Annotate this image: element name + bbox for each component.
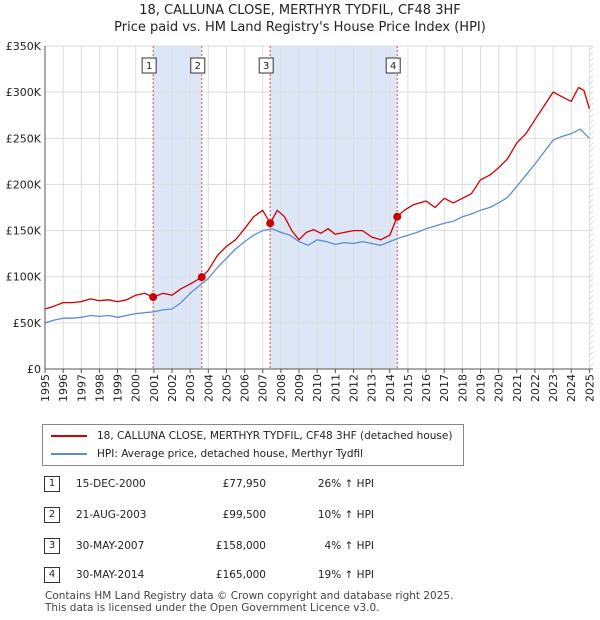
sale-marker-box xyxy=(190,57,206,74)
shaded-period xyxy=(153,46,202,369)
legend-price-label: 18, CALLUNA CLOSE, MERTHYR TYDFIL, CF48 … xyxy=(97,430,453,442)
sale-point xyxy=(393,212,402,221)
sale-date: 30-MAY-2007 xyxy=(76,540,145,552)
sale-hpi-change: 26% ↑ HPI xyxy=(317,478,374,490)
x-tick-label: 1999 xyxy=(112,374,125,402)
sale-row: 1 15-DEC-2000 £77,950 26% ↑ HPI xyxy=(42,476,374,492)
sale-date: 15-DEC-2000 xyxy=(76,478,146,490)
x-tick-label: 2005 xyxy=(220,374,233,402)
legend: 18, CALLUNA CLOSE, MERTHYR TYDFIL, CF48 … xyxy=(42,424,464,466)
shaded-period xyxy=(270,46,398,369)
x-tick-label: 2017 xyxy=(438,374,451,402)
legend-item-price: 18, CALLUNA CLOSE, MERTHYR TYDFIL, CF48 … xyxy=(51,428,452,444)
sale-date: 21-AUG-2003 xyxy=(76,509,147,521)
sale-marker-box xyxy=(385,57,401,74)
future-region xyxy=(589,46,593,369)
sale-marker-box xyxy=(141,57,157,74)
y-tick-label: £100K xyxy=(6,271,42,284)
sale-row: 4 30-MAY-2014 £165,000 19% ↑ HPI xyxy=(42,567,374,583)
legend-item-hpi: HPI: Average price, detached house, Mert… xyxy=(51,446,363,462)
x-tick-label: 2002 xyxy=(166,374,179,402)
x-tick-label: 2022 xyxy=(529,374,542,402)
sale-marker-label: 3 xyxy=(263,61,269,72)
hpi-line xyxy=(44,128,590,324)
sale-marker-box xyxy=(258,57,274,74)
y-tick-label: £300K xyxy=(6,86,42,99)
sale-point xyxy=(197,273,206,282)
sale-hpi-change: 19% ↑ HPI xyxy=(317,569,374,581)
sale-point xyxy=(266,219,275,228)
x-tick-label: 1995 xyxy=(39,374,52,402)
sale-price: £165,000 xyxy=(215,569,266,581)
x-tick-label: 2012 xyxy=(347,374,360,402)
x-tick-label: 2016 xyxy=(420,374,433,402)
chart-title: 18, CALLUNA CLOSE, MERTHYR TYDFIL, CF48 … xyxy=(0,2,600,36)
sale-number: 1 xyxy=(44,476,60,492)
x-tick-label: 2020 xyxy=(493,374,506,402)
sale-number: 3 xyxy=(44,538,60,554)
y-tick-label: £250K xyxy=(6,132,42,145)
x-tick-label: 2024 xyxy=(565,374,578,402)
x-tick-label: 2023 xyxy=(547,374,560,402)
title-line-2: Price paid vs. HM Land Registry's House … xyxy=(114,20,486,35)
y-tick-label: £200K xyxy=(6,178,42,191)
x-tick-label: 2025 xyxy=(583,374,596,402)
sale-date: 30-MAY-2014 xyxy=(76,569,145,581)
x-tick-label: 2018 xyxy=(456,374,469,402)
x-tick-label: 1998 xyxy=(93,374,106,402)
x-tick-label: 2006 xyxy=(239,374,252,402)
sale-row: 2 21-AUG-2003 £99,500 10% ↑ HPI xyxy=(42,507,374,523)
y-tick-label: £0 xyxy=(27,363,41,376)
sale-row: 3 30-MAY-2007 £158,000 4% ↑ HPI xyxy=(42,538,374,554)
footer-line-2: This data is licensed under the Open Gov… xyxy=(45,602,380,614)
title-line-1: 18, CALLUNA CLOSE, MERTHYR TYDFIL, CF48 … xyxy=(139,3,461,18)
sale-number: 4 xyxy=(44,567,60,583)
y-tick-label: £150K xyxy=(6,225,42,238)
sale-hpi-change: 10% ↑ HPI xyxy=(317,509,374,521)
legend-hpi-label: HPI: Average price, detached house, Mert… xyxy=(97,448,364,460)
x-tick-label: 2010 xyxy=(311,374,324,402)
sale-marker-label: 1 xyxy=(146,61,152,72)
sale-marker-label: 2 xyxy=(195,61,201,72)
sale-number: 2 xyxy=(44,507,60,523)
sale-price: £158,000 xyxy=(215,540,266,552)
x-tick-label: 2007 xyxy=(257,374,270,402)
x-tick-label: 2001 xyxy=(148,374,161,402)
x-tick-label: 2019 xyxy=(474,374,487,402)
x-tick-label: 2003 xyxy=(184,374,197,402)
x-tick-label: 2015 xyxy=(402,374,415,402)
footer-line-1: Contains HM Land Registry data © Crown c… xyxy=(45,590,454,602)
footer: Contains HM Land Registry data © Crown c… xyxy=(45,590,453,614)
sale-hpi-change: 4% ↑ HPI xyxy=(324,540,374,552)
chart-svg: £0 £50K £100K £150K £200K £250K £300K £350K 1995… xyxy=(6,40,597,402)
x-tick-label: 2013 xyxy=(366,374,379,402)
sale-marker-label: 4 xyxy=(390,61,396,72)
x-tick-label: 2008 xyxy=(275,374,288,402)
x-tick-label: 2000 xyxy=(130,374,143,402)
sale-point xyxy=(149,293,158,302)
x-tick-label: 1997 xyxy=(75,374,88,402)
y-tick-label: £50K xyxy=(13,317,42,330)
price-paid-line xyxy=(44,86,591,310)
x-tick-label: 1996 xyxy=(57,374,70,402)
legend-price-swatch xyxy=(51,435,87,437)
x-tick-label: 2014 xyxy=(384,374,397,402)
x-tick-label: 2011 xyxy=(329,374,342,402)
sale-price: £77,950 xyxy=(222,478,266,490)
sale-price: £99,500 xyxy=(222,509,266,521)
x-tick-label: 2004 xyxy=(202,374,215,402)
x-tick-label: 2009 xyxy=(293,374,306,402)
legend-hpi-swatch xyxy=(51,453,87,455)
x-tick-label: 2021 xyxy=(511,374,524,402)
y-tick-label: £350K xyxy=(6,40,42,53)
